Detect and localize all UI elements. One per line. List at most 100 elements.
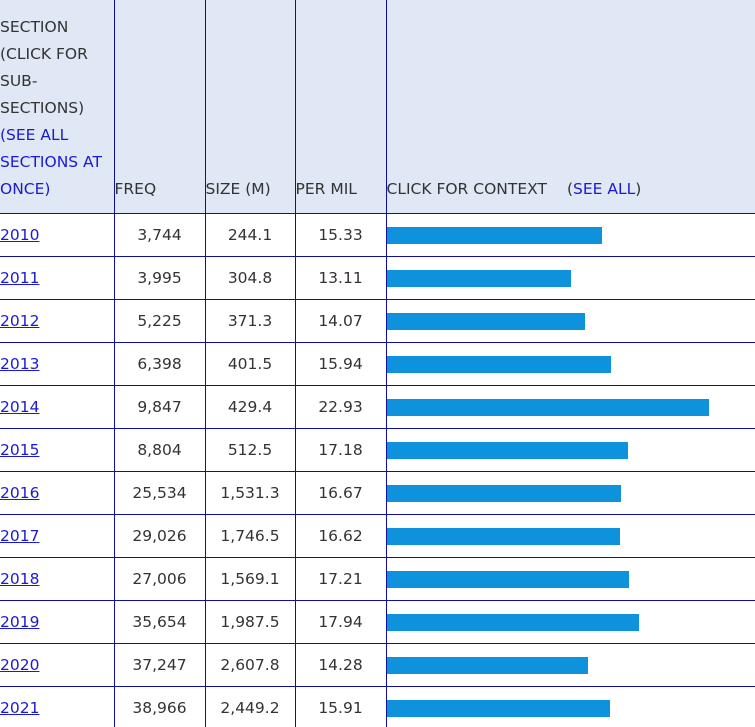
context-bar[interactable]: [386, 527, 620, 545]
section-cell: 2021: [0, 686, 115, 727]
per-mil-cell: 15.91: [294, 686, 387, 727]
section-cell: 2013: [0, 342, 115, 386]
freq-cell: 3,995: [113, 256, 206, 300]
header-row: SECTION (CLICK FOR SUB-SECTIONS) (SEE AL…: [0, 0, 755, 214]
section-link[interactable]: 2021: [0, 699, 40, 717]
context-cell: [385, 686, 755, 727]
context-cell: [385, 600, 755, 644]
per-mil-cell: 16.67: [294, 471, 387, 515]
table-row: 2017 29,026 1,746.5 16.62: [0, 514, 755, 558]
section-cell: 2020: [0, 643, 115, 687]
freq-cell: 27,006: [113, 557, 206, 601]
size-cell: 512.5: [204, 428, 296, 472]
see-all-link[interactable]: SEE ALL: [573, 180, 636, 198]
context-cell: [385, 385, 755, 429]
freq-cell: 8,804: [113, 428, 206, 472]
table-row: 2011 3,995 304.8 13.11: [0, 256, 755, 300]
size-cell: 371.3: [204, 299, 296, 343]
context-bar[interactable]: [386, 226, 602, 244]
section-link[interactable]: 2014: [0, 398, 40, 416]
context-header: CLICK FOR CONTEXT (SEE ALL): [385, 0, 755, 214]
per-mil-cell: 17.94: [294, 600, 387, 644]
section-header: SECTION (CLICK FOR SUB-SECTIONS) (SEE AL…: [0, 0, 115, 214]
context-bar[interactable]: [386, 355, 611, 373]
section-link[interactable]: 2015: [0, 441, 40, 459]
size-cell: 401.5: [204, 342, 296, 386]
context-bar[interactable]: [386, 699, 610, 717]
table-row: 2013 6,398 401.5 15.94: [0, 342, 755, 386]
freq-cell: 35,654: [113, 600, 206, 644]
context-cell: [385, 342, 755, 386]
size-cell: 1,746.5: [204, 514, 296, 558]
table-row: 2014 9,847 429.4 22.93: [0, 385, 755, 429]
section-link[interactable]: 2011: [0, 269, 40, 287]
freq-cell: 37,247: [113, 643, 206, 687]
table-row: 2016 25,534 1,531.3 16.67: [0, 471, 755, 515]
context-cell: [385, 256, 755, 300]
context-bar[interactable]: [386, 484, 621, 502]
size-cell: 429.4: [204, 385, 296, 429]
size-cell: 244.1: [204, 213, 296, 257]
section-link[interactable]: 2013: [0, 355, 40, 373]
section-cell: 2019: [0, 600, 115, 644]
table-row: 2020 37,247 2,607.8 14.28: [0, 643, 755, 687]
size-cell: 1,531.3: [204, 471, 296, 515]
context-bar[interactable]: [386, 312, 585, 330]
section-link[interactable]: 2012: [0, 312, 40, 330]
size-cell: 2,449.2: [204, 686, 296, 727]
per-mil-cell: 22.93: [294, 385, 387, 429]
freq-cell: 38,966: [113, 686, 206, 727]
context-bar[interactable]: [386, 570, 629, 588]
context-bar[interactable]: [386, 656, 588, 674]
per-mil-cell: 15.33: [294, 213, 387, 257]
per-mil-cell: 15.94: [294, 342, 387, 386]
freq-cell: 25,534: [113, 471, 206, 515]
see-all-open-paren: (: [566, 180, 574, 198]
per-mil-header: PER MIL: [294, 0, 387, 214]
freq-cell: 6,398: [113, 342, 206, 386]
size-cell: 304.8: [204, 256, 296, 300]
section-cell: 2018: [0, 557, 115, 601]
freq-cell: 9,847: [113, 385, 206, 429]
per-mil-cell: 13.11: [294, 256, 387, 300]
context-header-label: CLICK FOR CONTEXT: [386, 180, 547, 198]
context-cell: [385, 471, 755, 515]
section-cell: 2015: [0, 428, 115, 472]
context-bar[interactable]: [386, 269, 571, 287]
context-cell: [385, 299, 755, 343]
per-mil-cell: 14.07: [294, 299, 387, 343]
context-bar[interactable]: [386, 441, 628, 459]
freq-cell: 3,744: [113, 213, 206, 257]
section-cell: 2016: [0, 471, 115, 515]
section-cell: 2011: [0, 256, 115, 300]
section-link[interactable]: 2010: [0, 226, 40, 244]
freq-cell: 5,225: [113, 299, 206, 343]
section-header-label: SECTION (CLICK FOR SUB-SECTIONS): [0, 18, 88, 117]
section-link[interactable]: 2020: [0, 656, 40, 674]
freq-cell: 29,026: [113, 514, 206, 558]
size-header: SIZE (M): [204, 0, 296, 214]
section-cell: 2010: [0, 213, 115, 257]
see-all-sections-link[interactable]: (SEE ALL SECTIONS AT ONCE): [0, 126, 102, 198]
per-mil-cell: 17.18: [294, 428, 387, 472]
table-row: 2021 38,966 2,449.2 15.91: [0, 686, 755, 727]
context-cell: [385, 557, 755, 601]
section-link[interactable]: 2018: [0, 570, 40, 588]
context-cell: [385, 428, 755, 472]
table-row: 2012 5,225 371.3 14.07: [0, 299, 755, 343]
table-row: 2010 3,744 244.1 15.33: [0, 213, 755, 257]
freq-header: FREQ: [113, 0, 206, 214]
section-cell: 2014: [0, 385, 115, 429]
size-cell: 2,607.8: [204, 643, 296, 687]
context-bar[interactable]: [386, 398, 709, 416]
table-row: 2018 27,006 1,569.1 17.21: [0, 557, 755, 601]
per-mil-cell: 14.28: [294, 643, 387, 687]
section-cell: 2012: [0, 299, 115, 343]
context-bar[interactable]: [386, 613, 639, 631]
section-link[interactable]: 2017: [0, 527, 40, 545]
context-cell: [385, 514, 755, 558]
section-link[interactable]: 2016: [0, 484, 40, 502]
size-cell: 1,569.1: [204, 557, 296, 601]
section-link[interactable]: 2019: [0, 613, 40, 631]
